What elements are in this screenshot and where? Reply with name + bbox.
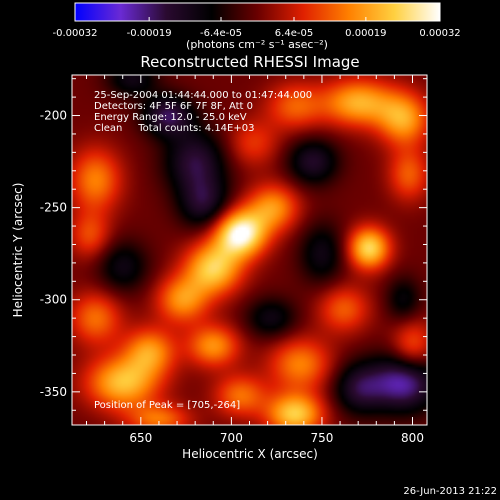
x-axis-label: Heliocentric X (arcsec) (182, 447, 318, 461)
peak-position-label: Position of Peak = [705,-264] (94, 400, 240, 411)
heatmap-image (72, 75, 427, 425)
colorbar-unit-label: (photons cm⁻² s⁻¹ asec⁻²) (186, 38, 328, 51)
axes: 650 700 750 800 -200 -250 -300 -350 (40, 75, 427, 445)
colorbar-tick-label: -6.4e-05 (200, 28, 242, 39)
footer-timestamp: 26-Jun-2013 21:22 (403, 486, 497, 497)
annotation-energy-range: Energy Range: 12.0 - 25.0 keV (94, 112, 247, 123)
heatmap-raster (72, 75, 427, 425)
chart-title: Reconstructed RHESSI Image (140, 53, 359, 71)
x-tick-label: 700 (220, 431, 243, 445)
colorbar-frame (74, 2, 441, 22)
colorbar-tick-label: -0.00019 (127, 28, 172, 39)
colorbar-tick-label: 6.4e-05 (275, 28, 313, 39)
colorbar (75, 3, 440, 21)
y-tick-label: -300 (40, 293, 67, 307)
x-tick-label: 650 (129, 431, 152, 445)
y-tick-label: -250 (40, 201, 67, 215)
x-tick-label: 800 (401, 431, 424, 445)
colorbar-tick-label: 0.00032 (419, 28, 460, 39)
annotation-detectors: Detectors: 4F 5F 6F 7F 8F, Att 0 (94, 101, 253, 112)
annotation-time-range: 25-Sep-2004 01:44:44.000 to 01:47:44.000 (94, 90, 312, 101)
colorbar-ticks: -0.00032 -0.00019 -6.4e-05 6.4e-05 0.00019 0.… (53, 17, 461, 39)
colorbar-tick-label: 0.00019 (345, 28, 386, 39)
y-axis-label: Heliocentric Y (arcsec) (11, 183, 25, 318)
colorbar-tick-label: -0.00032 (53, 28, 98, 39)
annotation-clean-counts: Clean Total counts: 4.14E+03 (94, 123, 254, 134)
annotation-block: 25-Sep-2004 01:44:44.000 to 01:47:44.000… (94, 90, 312, 134)
x-tick-label: 750 (310, 431, 333, 445)
y-tick-label: -350 (40, 385, 67, 399)
y-tick-label: -200 (40, 109, 67, 123)
